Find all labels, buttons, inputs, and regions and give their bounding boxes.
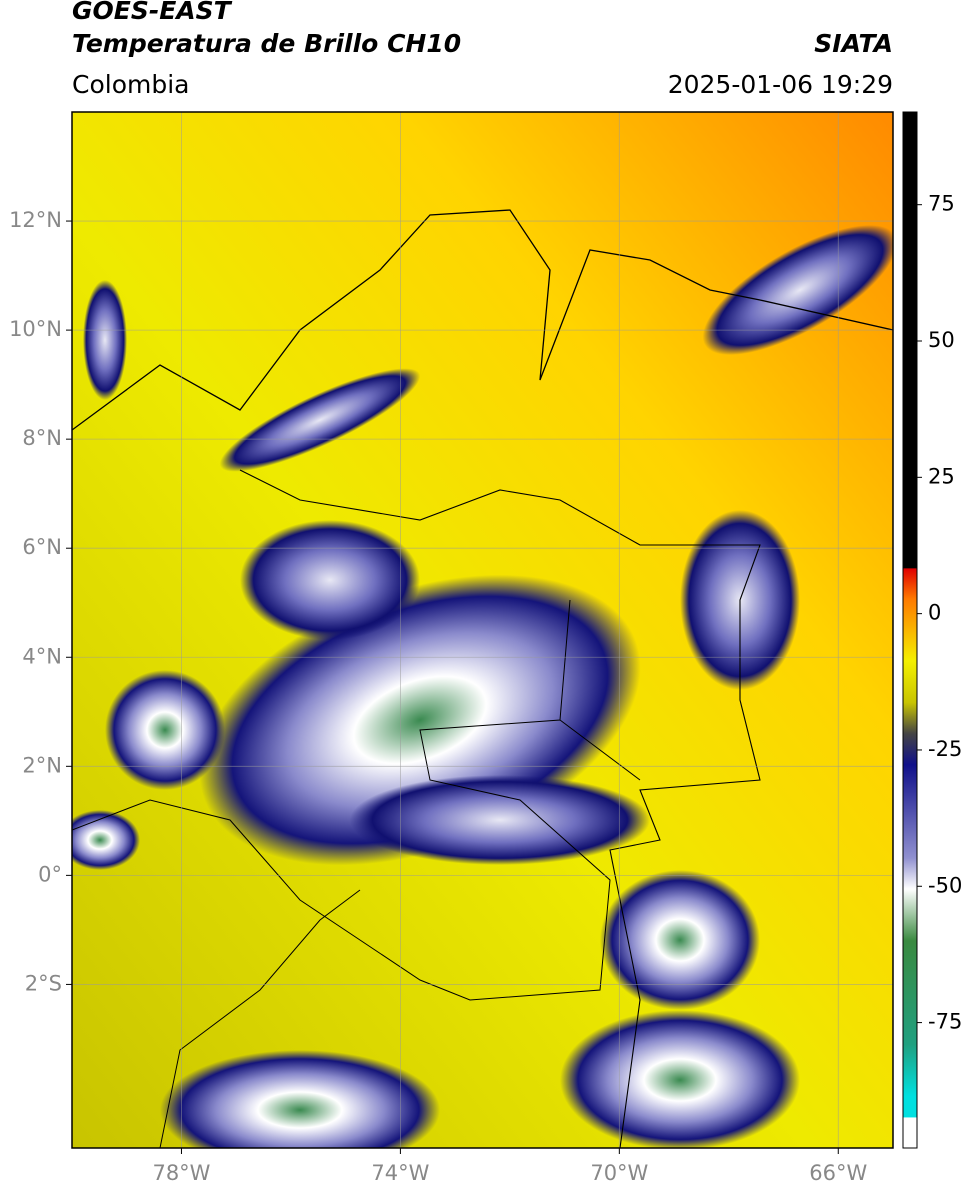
colorbar-tick-label: 50 xyxy=(928,328,955,352)
colorbar-tick-label: 25 xyxy=(928,464,955,488)
y-tick-label: 2°S xyxy=(25,971,62,995)
colorbar-tick-label: -50 xyxy=(928,873,962,897)
y-tick-label: 6°N xyxy=(22,535,62,559)
graticule xyxy=(72,112,893,1148)
y-tick-label: 8°N xyxy=(22,426,62,450)
y-tick-label: 12°N xyxy=(9,208,62,232)
subtitle: Temperatura de Brillo CH10 xyxy=(72,29,461,58)
timestamp: 2025-01-06 19:29 xyxy=(668,70,893,99)
x-tick-label: 70°W xyxy=(590,1161,648,1185)
colorbar-tick-label: 0 xyxy=(928,601,941,625)
y-tick-label: 4°N xyxy=(22,644,62,668)
source: SIATA xyxy=(814,29,893,58)
y-tick-label: 2°N xyxy=(22,753,62,777)
x-tick-label: 78°W xyxy=(152,1161,210,1185)
x-tick-label: 66°W xyxy=(809,1161,867,1185)
x-tick-label: 74°W xyxy=(371,1161,429,1185)
colorbar-tick-label: -25 xyxy=(928,737,962,761)
colorbar xyxy=(902,111,918,1149)
imagery xyxy=(72,112,893,1148)
colorbar-tick-label: -75 xyxy=(928,1010,962,1034)
region: Colombia xyxy=(72,70,189,99)
y-tick-label: 0° xyxy=(38,862,62,886)
y-tick-label: 10°N xyxy=(9,317,62,341)
colorbar-tick-label: 75 xyxy=(928,192,955,216)
title: GOES-EAST xyxy=(72,0,233,25)
map-frame xyxy=(71,111,894,1149)
